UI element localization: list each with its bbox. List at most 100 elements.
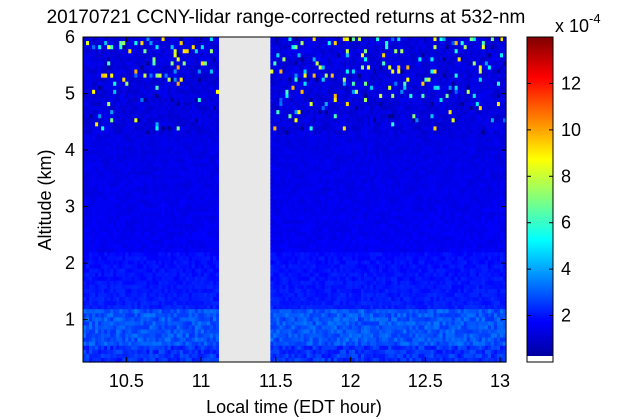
heatmap-cell xyxy=(92,301,96,306)
heatmap-cell xyxy=(92,69,96,75)
heatmap-cell xyxy=(119,150,123,156)
heatmap-cell xyxy=(101,337,105,343)
heatmap-cell xyxy=(215,252,220,257)
heatmap-cell xyxy=(83,252,87,257)
heatmap-cell xyxy=(95,349,99,355)
heatmap-cell xyxy=(104,138,108,144)
heatmap-cell xyxy=(113,89,117,95)
heatmap-cell xyxy=(122,292,126,298)
heatmap-cell xyxy=(92,341,96,347)
heatmap-cell xyxy=(128,142,132,148)
heatmap-cell xyxy=(122,110,126,115)
heatmap-cell xyxy=(86,65,90,71)
heatmap-cell xyxy=(104,154,108,160)
heatmap-cell xyxy=(128,97,132,103)
heatmap-cell xyxy=(110,284,114,290)
heatmap-cell xyxy=(122,167,126,172)
heatmap-cell xyxy=(104,102,108,107)
heatmap-cell xyxy=(128,37,132,42)
heatmap-cell xyxy=(98,337,102,343)
heatmap-cell xyxy=(110,297,114,302)
heatmap-cell xyxy=(125,73,129,79)
heatmap-cell xyxy=(128,57,132,62)
heatmap-cell xyxy=(101,199,105,205)
heatmap-cell xyxy=(83,240,87,245)
heatmap-cell xyxy=(101,187,105,192)
heatmap-cell xyxy=(104,37,108,42)
heatmap-cell xyxy=(104,199,108,205)
heatmap-cell xyxy=(125,85,129,91)
heatmap-cell xyxy=(113,81,117,87)
heatmap-cell xyxy=(107,45,111,50)
heatmap-cell xyxy=(116,81,120,87)
heatmap-cell xyxy=(83,280,87,286)
heatmap-cell xyxy=(89,252,93,257)
heatmap-cell xyxy=(110,73,114,79)
heatmap-cell xyxy=(95,146,99,152)
heatmap-cell xyxy=(215,183,220,188)
heatmap-cell xyxy=(107,167,111,172)
heatmap-cell xyxy=(83,61,87,67)
heatmap-cell xyxy=(98,146,102,152)
heatmap-cell xyxy=(92,207,96,213)
heatmap-cell xyxy=(125,203,129,209)
heatmap-cell xyxy=(101,175,105,180)
heatmap-cell xyxy=(113,219,117,225)
heatmap-cell xyxy=(98,227,102,233)
heatmap-cell xyxy=(107,97,111,103)
heatmap-cell xyxy=(101,73,105,79)
heatmap-cell xyxy=(113,154,117,160)
heatmap-cell xyxy=(215,61,220,67)
heatmap-cell xyxy=(116,288,120,294)
heatmap-cell xyxy=(113,57,117,62)
heatmap-cell xyxy=(119,272,123,278)
heatmap-cell xyxy=(86,264,90,270)
heatmap-cell xyxy=(215,321,220,327)
heatmap-cell xyxy=(113,292,117,298)
heatmap-cell xyxy=(215,93,220,99)
heatmap-cell xyxy=(110,288,114,294)
heatmap-cell xyxy=(119,236,123,241)
heatmap-cell xyxy=(119,215,123,221)
heatmap-cell xyxy=(125,349,129,355)
heatmap-cell xyxy=(83,353,87,359)
heatmap-cell xyxy=(107,85,111,91)
heatmap-cell xyxy=(86,288,90,294)
heatmap-cell xyxy=(95,110,99,115)
heatmap-cell xyxy=(98,118,102,123)
heatmap-cell xyxy=(122,211,126,217)
heatmap-cell xyxy=(92,138,96,144)
heatmap-cell xyxy=(116,110,120,115)
heatmap-cell xyxy=(215,232,220,237)
heatmap-cell xyxy=(110,280,114,286)
heatmap-cell xyxy=(104,110,108,115)
heatmap-cell xyxy=(116,276,120,282)
heatmap-cell xyxy=(95,276,99,282)
heatmap-cell xyxy=(107,341,111,347)
heatmap-cell xyxy=(92,211,96,217)
heatmap-cell xyxy=(83,77,87,83)
heatmap-cell xyxy=(104,126,108,132)
heatmap-cell xyxy=(122,264,126,270)
heatmap-cell xyxy=(125,325,129,331)
heatmap-cell xyxy=(215,130,220,136)
heatmap-cell xyxy=(83,134,87,140)
heatmap-cell xyxy=(116,292,120,298)
heatmap-cell xyxy=(116,49,120,54)
heatmap-cell xyxy=(86,292,90,298)
heatmap-cell xyxy=(122,130,126,136)
heatmap-cell xyxy=(107,248,111,253)
heatmap-cell xyxy=(110,317,114,322)
heatmap-cell xyxy=(86,313,90,318)
heatmap-cell xyxy=(95,134,99,140)
heatmap-cell xyxy=(95,199,99,205)
heatmap-cell xyxy=(83,227,87,233)
heatmap-cell xyxy=(113,45,117,50)
heatmap-cell xyxy=(95,142,99,148)
heatmap-cell xyxy=(110,77,114,83)
heatmap-cell xyxy=(83,162,87,168)
heatmap-cell xyxy=(95,313,99,318)
heatmap-cell xyxy=(116,195,120,201)
heatmap-cell xyxy=(92,77,96,83)
heatmap-cell xyxy=(98,211,102,217)
